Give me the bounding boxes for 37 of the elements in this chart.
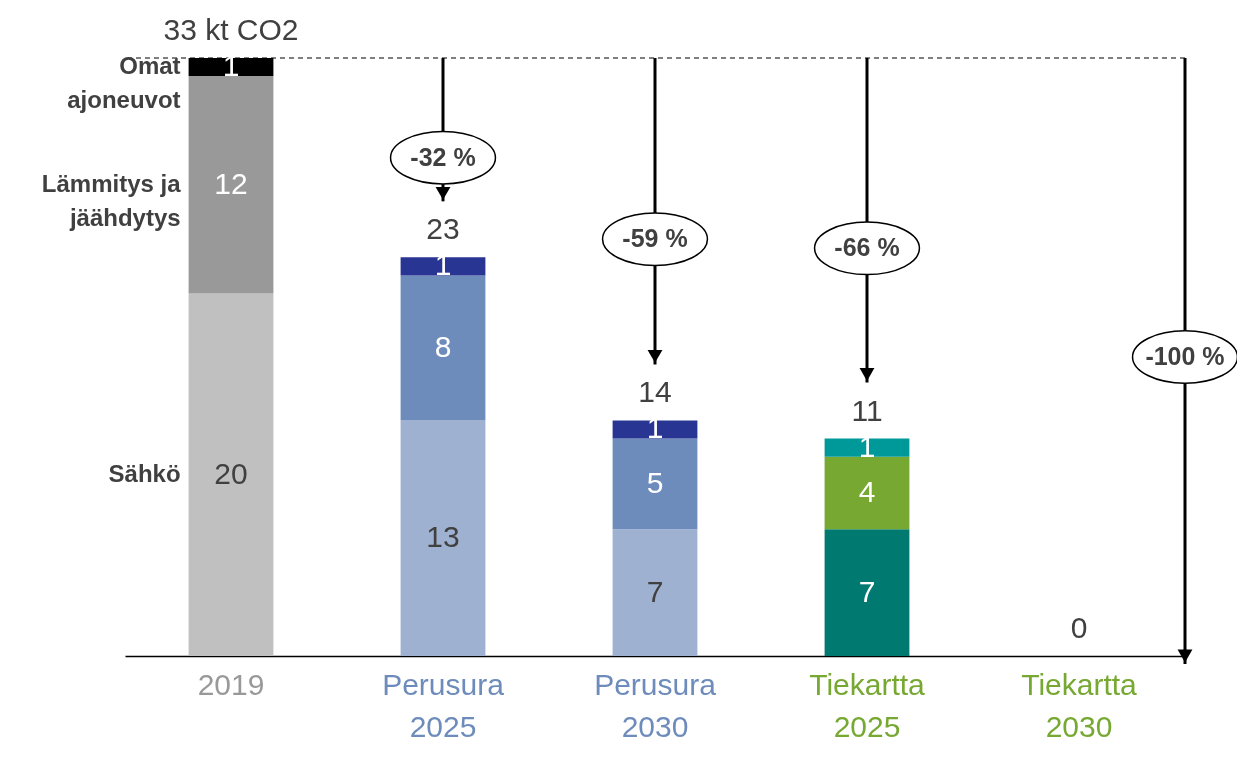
bar: [400, 257, 486, 276]
x-tick-label: Perusura 2030: [594, 667, 717, 743]
total-label: 33 kt CO2: [163, 13, 299, 46]
data-label: 8: [434, 329, 452, 363]
bar: [824, 438, 910, 457]
data-label: 5: [646, 465, 664, 499]
data-label: 7: [646, 574, 664, 608]
total-label: 14: [638, 375, 672, 409]
bar: [400, 275, 486, 421]
bar: [824, 529, 910, 656]
annotation: -32 %: [410, 142, 476, 171]
bar: [612, 420, 698, 439]
total-label: 0: [1070, 611, 1088, 644]
bar: [612, 438, 698, 530]
data-label: 4: [858, 474, 876, 508]
x-tick-label: Perusura 2025: [382, 667, 505, 743]
data-label: 13: [426, 520, 460, 554]
bar: [188, 76, 274, 294]
x-tick-label: Tiekartta 2030: [1021, 667, 1138, 743]
bar: [824, 456, 910, 530]
total-label: 23: [426, 212, 460, 246]
bar: [400, 420, 486, 656]
data-label: 1: [858, 429, 876, 463]
data-label: 7: [858, 574, 876, 608]
data-label: 12: [214, 166, 248, 200]
bar: [188, 293, 274, 656]
annotation: -59 %: [622, 224, 688, 253]
series-label: Omat ajoneuvot: [67, 52, 181, 114]
bar: [612, 529, 698, 656]
x-tick-label: 2019: [197, 667, 265, 701]
series-label: Lämmitys ja jäähdytys: [41, 169, 182, 231]
annotation: -100 %: [1145, 342, 1225, 370]
data-label: 20: [214, 456, 248, 490]
annotation: -66 %: [834, 233, 900, 262]
total-label: 11: [851, 393, 883, 427]
x-tick-label: Tiekartta 2025: [809, 667, 926, 743]
series-label: Sähkö: [108, 459, 181, 487]
